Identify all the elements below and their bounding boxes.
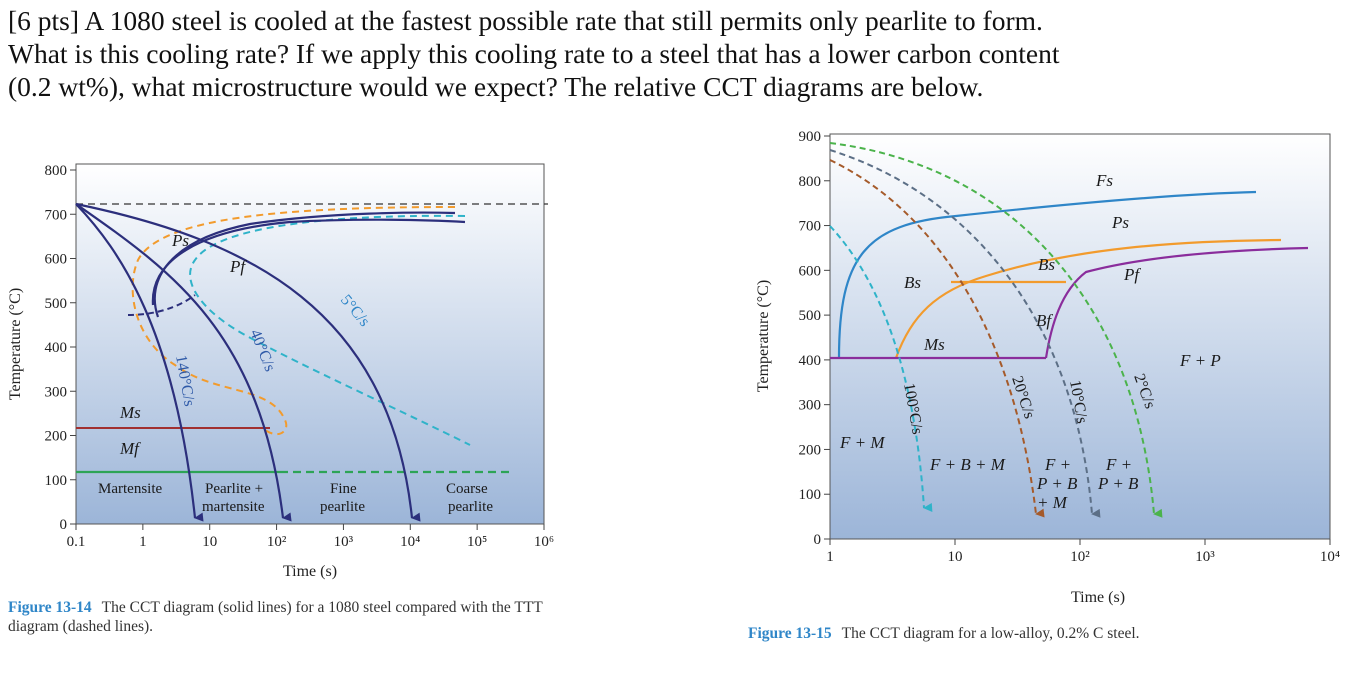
label-ps: Ps: [171, 231, 189, 250]
cooling-curve-40: [75, 203, 292, 522]
y-axis-ticks: 0 100 200 300 400 500 600 700 800 900: [799, 129, 830, 548]
caption-text-2: diagram (dashed lines).: [8, 618, 154, 635]
question-text: [6 pts] A 1080 steel is cooled at the fa…: [8, 4, 1353, 103]
cooling-curve-10: [829, 149, 1101, 518]
y-tick-label: 800: [45, 163, 68, 179]
question-line-1: [6 pts] A 1080 steel is cooled at the fa…: [8, 5, 1043, 36]
x-tick-label: 10: [948, 549, 963, 565]
label-mf: Mf: [119, 439, 141, 458]
y-tick-label: 0: [814, 532, 822, 548]
cooling-curve-100: [829, 225, 933, 512]
y-tick-label: 500: [799, 308, 822, 324]
x-tick-label: 0.1: [67, 534, 86, 550]
region-coarse-2: pearlite: [448, 499, 493, 515]
x-axis-ticks: 1 10 10² 10³ 10⁴: [826, 539, 1340, 565]
ttt-finish-curve: [189, 214, 471, 446]
region-plus-m: + M: [1037, 493, 1068, 512]
region-f-plus-1: F +: [1044, 455, 1071, 474]
question-line-3: (0.2 wt%), what microstructure would we …: [8, 71, 984, 102]
ps-curve: [894, 238, 1282, 359]
cct-chart-1080: 0 100 200 300 400 500 600 700 800 0.1 1 10 10² 10³ 10…: [7, 163, 554, 580]
y-tick-label: 500: [45, 296, 68, 312]
caption-text: The CCT diagram for a low-alloy, 0.2% C …: [841, 625, 1140, 642]
question-line-2: What is this cooling rate? If we apply t…: [8, 38, 1060, 69]
cooling-curve-2: [829, 142, 1163, 518]
region-f-plus-2: F +: [1105, 455, 1132, 474]
label-bs-right: Bs: [1038, 255, 1055, 274]
x-tick-label: 10⁵: [467, 534, 487, 550]
region-pearlite-martensite-1: Pearlite +: [205, 481, 263, 497]
y-axis-ticks: 0 100 200 300 400 500 600 700 800: [45, 163, 76, 533]
cooling-curve-20: [829, 159, 1045, 518]
y-tick-label: 700: [799, 219, 822, 235]
region-f-m: F + M: [839, 433, 885, 452]
ps-dashed-extension: [127, 294, 196, 316]
x-tick-label: 1: [139, 534, 147, 550]
plot-area: [829, 133, 1331, 540]
y-tick-label: 300: [799, 398, 822, 414]
caption-number: Figure 13-14: [8, 599, 92, 616]
y-tick-label: 200: [799, 442, 822, 458]
y-tick-label: 400: [799, 353, 822, 369]
label-pf: Pf: [229, 257, 247, 276]
region-martensite: Martensite: [98, 481, 162, 497]
label-ms: Ms: [923, 335, 945, 354]
x-tick-label: 10: [202, 534, 217, 550]
x-tick-label: 10²: [267, 534, 287, 550]
y-tick-label: 400: [45, 340, 68, 356]
y-tick-label: 0: [60, 517, 68, 533]
pf-curve: [1044, 246, 1309, 359]
cct-chart-0-2c: 0 100 200 300 400 500 600 700 800 900 1 10 10² 10³ 10…: [755, 129, 1340, 606]
x-axis-title: Time (s): [283, 563, 337, 580]
y-tick-label: 300: [45, 384, 68, 400]
region-f-b-m: F + B + M: [929, 455, 1006, 474]
region-fine-1: Fine: [330, 481, 357, 497]
label-pf: Pf: [1123, 265, 1141, 284]
y-tick-label: 900: [799, 129, 822, 145]
y-tick-label: 800: [799, 174, 822, 190]
y-axis-title: Temperature (°C): [7, 288, 24, 400]
region-p-b-1: P + B: [1036, 474, 1078, 493]
region-fine-2: pearlite: [320, 499, 365, 515]
x-tick-label: 10²: [1070, 549, 1090, 565]
x-tick-label: 10³: [334, 534, 354, 550]
x-tick-label: 10⁴: [400, 534, 420, 550]
caption-figure-13-15: Figure 13-15 The CCT diagram for a low-al…: [748, 624, 1348, 643]
region-p-b-2: P + B: [1097, 474, 1139, 493]
y-axis-title: Temperature (°C): [755, 280, 772, 392]
label-ms: Ms: [119, 403, 141, 422]
region-coarse-1: Coarse: [446, 481, 488, 497]
x-axis-ticks: 0.1 1 10 10² 10³ 10⁴ 10⁵ 10⁶: [67, 524, 554, 550]
label-ps: Ps: [1111, 213, 1129, 232]
label-fs: Fs: [1095, 171, 1113, 190]
region-f-p: F + P: [1179, 351, 1221, 370]
caption-text-1: The CCT diagram (solid lines) for a 1080…: [101, 599, 543, 616]
y-tick-label: 200: [45, 429, 68, 445]
fs-curve: [837, 190, 1257, 359]
y-tick-label: 700: [45, 207, 68, 223]
caption-figure-13-14: Figure 13-14 The CCT diagram (solid lines…: [8, 598, 758, 636]
region-pearlite-martensite-2: martensite: [202, 499, 265, 515]
y-tick-label: 600: [799, 263, 822, 279]
x-tick-label: 10³: [1195, 549, 1215, 565]
pf-curve: [151, 218, 466, 306]
cooling-curve-140: [75, 203, 204, 522]
caption-number: Figure 13-15: [748, 625, 832, 642]
y-tick-label: 100: [45, 473, 68, 489]
x-tick-label: 10⁴: [1320, 549, 1340, 565]
y-tick-label: 100: [799, 487, 822, 503]
cooling-curve-5: [75, 202, 421, 522]
y-tick-label: 600: [45, 252, 68, 268]
x-tick-label: 10⁶: [534, 534, 554, 550]
x-axis-title: Time (s): [1071, 589, 1125, 606]
label-bf: Bf: [1036, 311, 1053, 330]
x-tick-label: 1: [826, 549, 834, 565]
ttt-start-curve: [131, 206, 456, 436]
label-bs-left: Bs: [904, 273, 921, 292]
